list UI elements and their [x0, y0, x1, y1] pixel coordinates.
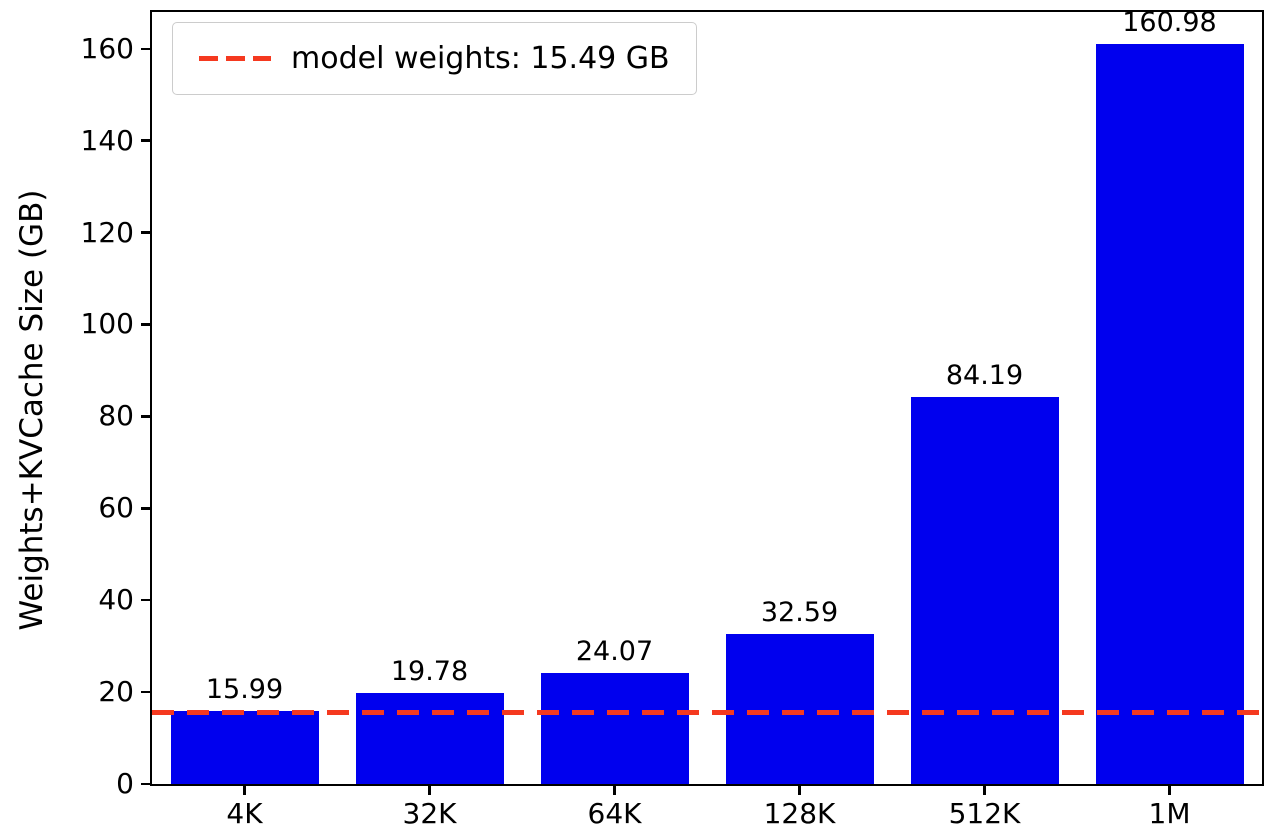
y-tick-label: 40: [98, 583, 134, 617]
x-tick-label: 512K: [948, 797, 1021, 830]
x-tick-mark: [613, 786, 616, 795]
reference-line: [152, 710, 1262, 716]
legend-label: model weights: 15.49 GB: [291, 41, 670, 76]
x-tick-label: 128K: [763, 797, 836, 830]
bar-value-label: 160.98: [1122, 7, 1217, 39]
y-tick-mark: [141, 323, 150, 326]
bar-value-label: 32.59: [760, 597, 839, 629]
y-tick-label: 0: [116, 767, 134, 800]
y-tick-label: 60: [98, 491, 134, 525]
legend: model weights: 15.49 GB: [172, 22, 697, 95]
y-tick-mark: [141, 139, 150, 142]
x-tick-mark: [798, 786, 801, 795]
y-tick-mark: [141, 782, 150, 786]
bar: [725, 634, 874, 784]
x-tick-mark: [243, 786, 246, 795]
y-tick-mark: [141, 507, 150, 510]
y-tick-label: 100: [80, 307, 134, 341]
y-tick-mark: [141, 690, 150, 694]
x-tick-label: 4K: [226, 797, 263, 830]
bar-value-label: 84.19: [945, 360, 1024, 392]
bar: [170, 710, 319, 784]
plot-area: model weights: 15.49 GB 15.99 19.78 24.07 3…: [150, 7, 1264, 786]
x-tick-label: 32K: [402, 797, 457, 830]
y-tick-label: 160: [80, 31, 134, 65]
bar-value-label: 19.78: [390, 656, 469, 688]
bar: [910, 397, 1059, 784]
x-tick-label: 64K: [587, 797, 642, 830]
x-tick-mark: [1168, 786, 1171, 795]
y-tick-mark: [141, 231, 150, 234]
bar: [540, 673, 689, 784]
bar-value-label: 15.99: [205, 673, 284, 705]
y-tick-mark: [141, 598, 150, 602]
bar-value-label: 24.07: [575, 636, 654, 668]
y-tick-label: 120: [80, 215, 134, 249]
y-tick-label: 80: [98, 399, 134, 433]
bar: [1095, 44, 1244, 784]
y-tick-mark: [141, 415, 150, 418]
x-tick-mark: [428, 786, 431, 795]
bar: [355, 693, 504, 784]
legend-dashed-line-icon: [199, 56, 271, 61]
y-tick-label: 140: [80, 123, 134, 157]
x-tick-mark: [983, 786, 986, 795]
x-tick-label: 1M: [1148, 797, 1191, 830]
y-tick-label: 20: [98, 675, 134, 709]
y-tick-mark: [141, 47, 150, 50]
